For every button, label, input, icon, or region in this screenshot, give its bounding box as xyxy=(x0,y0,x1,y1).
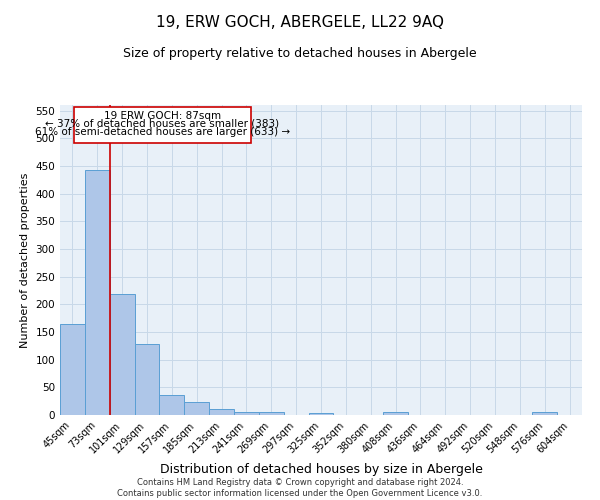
Text: Contains HM Land Registry data © Crown copyright and database right 2024.
Contai: Contains HM Land Registry data © Crown c… xyxy=(118,478,482,498)
Text: 19 ERW GOCH: 87sqm: 19 ERW GOCH: 87sqm xyxy=(104,111,221,121)
Bar xyxy=(308,413,334,415)
Bar xyxy=(209,410,234,415)
Bar xyxy=(160,394,184,415)
FancyBboxPatch shape xyxy=(74,106,251,142)
Bar xyxy=(134,344,160,415)
Bar xyxy=(184,402,209,415)
X-axis label: Distribution of detached houses by size in Abergele: Distribution of detached houses by size … xyxy=(160,463,482,476)
Text: 19, ERW GOCH, ABERGELE, LL22 9AQ: 19, ERW GOCH, ABERGELE, LL22 9AQ xyxy=(156,15,444,30)
Text: Size of property relative to detached houses in Abergele: Size of property relative to detached ho… xyxy=(123,48,477,60)
Bar xyxy=(259,412,284,415)
Bar xyxy=(110,294,134,415)
Y-axis label: Number of detached properties: Number of detached properties xyxy=(20,172,30,348)
Bar xyxy=(532,412,557,415)
Bar xyxy=(85,170,110,415)
Bar xyxy=(60,324,85,415)
Bar xyxy=(383,412,408,415)
Bar xyxy=(234,412,259,415)
Text: 61% of semi-detached houses are larger (633) →: 61% of semi-detached houses are larger (… xyxy=(35,126,290,136)
Text: ← 37% of detached houses are smaller (383): ← 37% of detached houses are smaller (38… xyxy=(46,119,280,129)
